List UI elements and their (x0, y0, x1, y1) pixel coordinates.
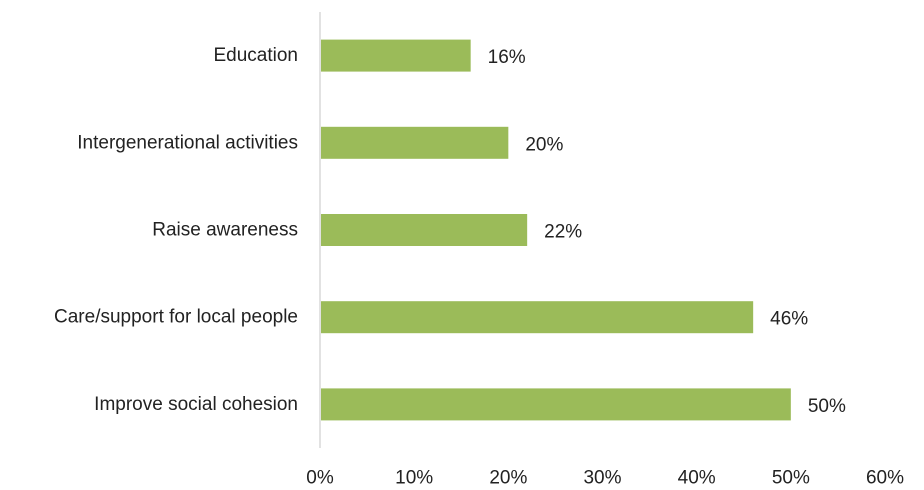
category-label: Care/support for local people (54, 307, 298, 328)
bar-care-support-for-local-people (321, 301, 754, 334)
x-tick-label: 0% (306, 468, 334, 489)
x-axis-ticks: 0% 10% 20% 30% 40% 50% 60% (306, 468, 904, 489)
x-tick-label: 10% (395, 468, 433, 489)
x-tick-label: 40% (678, 468, 716, 489)
bar-intergenerational-activities (321, 126, 509, 159)
category-label: Improve social cohesion (94, 394, 298, 415)
x-tick-label: 60% (866, 468, 904, 489)
bars-layer (321, 39, 791, 421)
bar-raise-awareness (321, 214, 528, 246)
labels-layer: Education 16% Intergenerational activities… (54, 45, 846, 417)
data-label: 50% (808, 396, 846, 417)
category-label: Raise awareness (152, 220, 298, 241)
data-label: 16% (488, 47, 526, 68)
data-label: 22% (544, 222, 582, 243)
category-label: Intergenerational activities (77, 132, 298, 153)
data-label: 20% (525, 134, 563, 155)
x-tick-label: 30% (583, 468, 621, 489)
bar-improve-social-cohesion (321, 388, 791, 421)
data-label: 46% (770, 309, 808, 330)
x-tick-label: 20% (489, 468, 527, 489)
category-label: Education (213, 45, 298, 66)
x-tick-label: 50% (772, 468, 810, 489)
bar-education (321, 39, 471, 72)
